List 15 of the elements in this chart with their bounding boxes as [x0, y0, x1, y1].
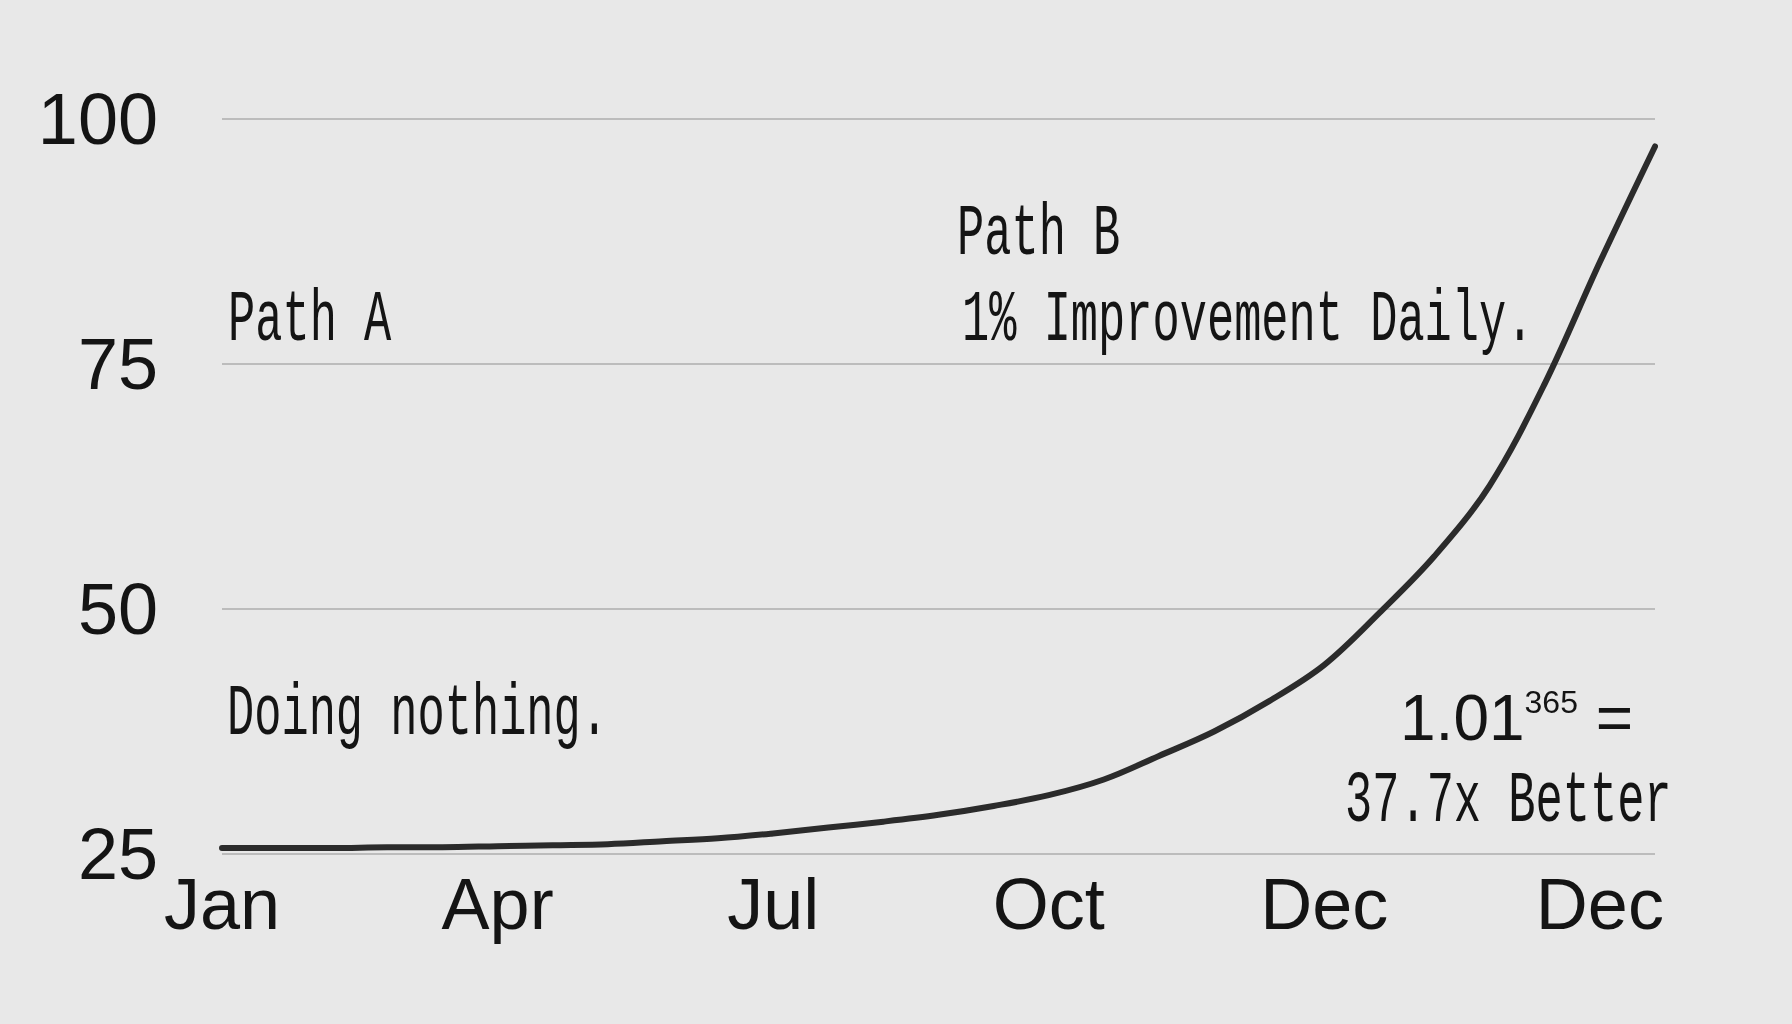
- x-tick-label: Dec: [1260, 864, 1389, 944]
- y-tick-label: 25: [77, 814, 158, 894]
- y-tick-label: 100: [37, 79, 158, 159]
- x-tick-label: Oct: [992, 864, 1105, 944]
- x-tick-label: Dec: [1535, 864, 1664, 944]
- annotation: Path A: [228, 280, 392, 362]
- y-tick-label: 50: [77, 569, 158, 649]
- annotation: 37.7x Better: [1345, 761, 1672, 843]
- x-tick-label: Jan: [163, 864, 281, 944]
- annotation: Doing nothing.: [227, 674, 608, 756]
- y-tick-label: 75: [77, 324, 158, 404]
- annotation: 1% Improvement Daily.: [962, 280, 1534, 362]
- x-tick-label: Apr: [441, 864, 554, 944]
- x-tick-label: Jul: [727, 864, 820, 944]
- annotation: Path B: [957, 194, 1121, 276]
